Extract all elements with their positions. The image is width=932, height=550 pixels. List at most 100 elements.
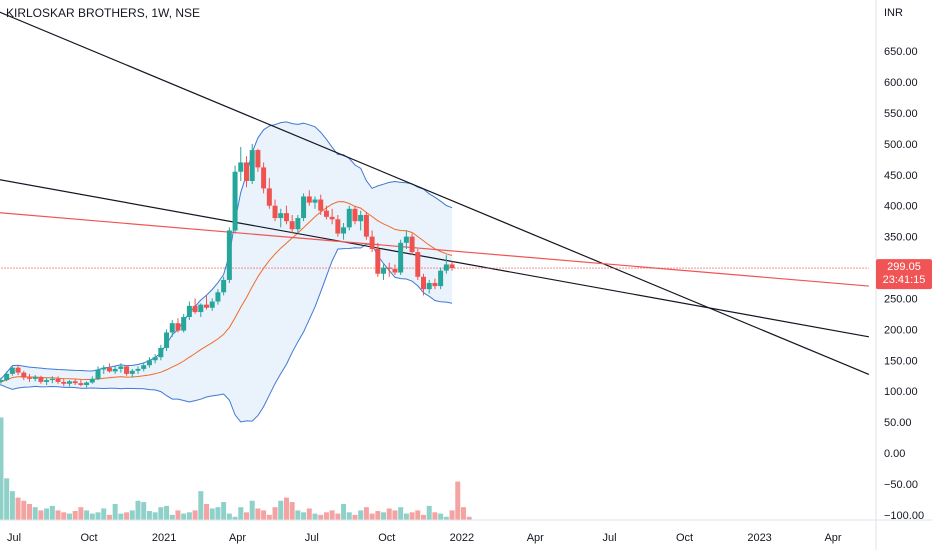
candle-body [141, 365, 147, 369]
volume-bar [449, 510, 455, 520]
volume-bar [415, 510, 421, 520]
chart-title: KIRLOSKAR BROTHERS, 1W, NSE [6, 6, 201, 20]
volume-bars [0, 417, 472, 520]
volume-bar [209, 508, 215, 520]
x-tick-label: Jul [7, 532, 21, 544]
candle-body [392, 268, 398, 273]
candle-body [15, 367, 21, 373]
candle-body [232, 171, 238, 231]
x-tick-label: 2022 [450, 532, 474, 544]
volume-bar [26, 503, 32, 520]
candle-body [158, 347, 164, 358]
volume-bar [421, 514, 426, 520]
volume-bar [66, 513, 72, 520]
candle-body [421, 276, 426, 290]
volume-bar [295, 510, 301, 520]
candle-body [186, 305, 192, 317]
candle-body [135, 368, 141, 371]
candle-body [32, 376, 38, 379]
volume-bar [101, 508, 107, 520]
volume-bar [369, 513, 375, 520]
volume-bar [243, 512, 249, 520]
volume-bar [381, 512, 387, 520]
candle-body [152, 357, 158, 361]
volume-bar [181, 513, 187, 520]
candle-body [112, 368, 118, 372]
volume-bar [232, 516, 238, 520]
x-tick-label: Apr [527, 532, 544, 544]
candle-body [204, 304, 210, 308]
price-axis[interactable]: 650.00 600.00 550.00 500.00 450.00 400.00 350.… [884, 46, 924, 522]
volume-bar [32, 507, 38, 520]
volume-bar [15, 497, 21, 520]
volume-bar [335, 513, 341, 520]
volume-bar [61, 512, 67, 520]
candle-body [49, 378, 55, 381]
volume-bar [341, 503, 347, 520]
y-tick-label: 550.00 [884, 108, 918, 120]
candle-body [306, 196, 312, 203]
volume-bar [141, 502, 147, 520]
volume-bar [238, 507, 244, 520]
upper-trendline [0, 11, 870, 376]
candle-body [9, 367, 15, 374]
volume-bar [375, 511, 381, 520]
candle-body [124, 366, 130, 374]
candle-body [215, 292, 221, 302]
volume-bar [221, 502, 227, 520]
countdown-value: 23:41:15 [883, 274, 926, 286]
volume-bar [192, 510, 198, 520]
candle-body [318, 199, 324, 211]
candle-body [346, 208, 352, 228]
x-tick-label: 2023 [747, 532, 771, 544]
candle-body [335, 219, 341, 234]
volume-bar [84, 510, 90, 520]
candle-body [398, 242, 404, 273]
bollinger-fill [0, 121, 453, 422]
volume-bar [358, 510, 364, 520]
candle-body [72, 381, 78, 384]
candle-body [198, 304, 204, 313]
volume-bar [403, 513, 409, 520]
volume-bar [78, 507, 84, 520]
candle-body [84, 382, 90, 385]
candle-body [369, 236, 375, 249]
candle-body [341, 227, 347, 234]
candle-body [283, 213, 289, 222]
candle-body [181, 316, 187, 331]
candle-body [375, 248, 381, 274]
candle-body [278, 213, 284, 219]
candle-body [289, 221, 295, 230]
candle-body [381, 267, 387, 274]
x-tick-label: Jul [602, 532, 616, 544]
volume-bar [352, 514, 358, 520]
volume-bar [226, 513, 232, 520]
candle-body [432, 282, 438, 287]
candle-body [221, 279, 227, 293]
candle-body [266, 188, 272, 206]
candle-body [106, 367, 112, 372]
volume-bar [409, 512, 415, 520]
volume-bar [0, 417, 4, 520]
volume-bar [112, 503, 118, 520]
time-axis[interactable]: Jul Oct 2021 Apr Jul Oct 2022 Apr Jul Oct 2023 Apr [7, 532, 842, 544]
volume-bar [318, 514, 324, 520]
candle-body [95, 369, 101, 379]
volume-bar [158, 507, 164, 520]
candle-body [358, 214, 364, 222]
y-tick-label: −50.00 [884, 479, 918, 491]
y-tick-label: 450.00 [884, 170, 918, 182]
y-tick-label: 400.00 [884, 201, 918, 213]
y-tick-label: 0.00 [884, 448, 905, 460]
volume-bar [9, 491, 15, 520]
bollinger-bands [0, 121, 453, 423]
volume-bar [44, 508, 50, 520]
candle-body [101, 367, 107, 370]
candle-body [255, 150, 261, 168]
volume-bar [215, 507, 221, 520]
candle-body [21, 372, 27, 378]
y-tick-label: 250.00 [884, 293, 918, 305]
y-tick-label: 200.00 [884, 324, 918, 336]
candle-body [249, 150, 255, 181]
